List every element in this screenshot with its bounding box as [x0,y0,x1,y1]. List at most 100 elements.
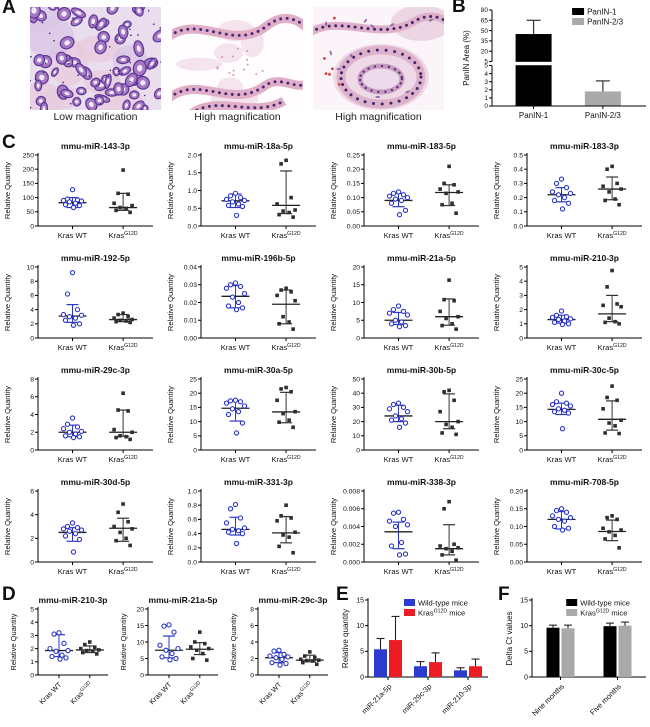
legend-swatch [566,609,578,616]
bar-svg-f: Delta Ct values 0 5 10 15 Nine months Five mon… [505,597,646,718]
svg-text:PanIN-1: PanIN-1 [519,111,549,120]
svg-text:0: 0 [30,559,34,566]
svg-text:KrasG12D: KrasG12D [272,343,301,352]
svg-text:6: 6 [30,293,34,300]
svg-text:KrasG12D: KrasG12D [598,567,627,576]
svg-text:50: 50 [481,28,489,35]
svg-text:0.2: 0.2 [514,195,524,202]
chart-mmu-miR-192-5p: mmu-miR-192-5p Relative Quantity 0 2 4 6 8 10 Kr… [2,252,159,364]
wt-points [549,390,574,432]
wt-points [157,622,181,663]
chart-mmu-miR-30c-5p: mmu-miR-30c-5p Relative Quantity 0 5 10 15 20 2… [491,364,648,476]
svg-text:Kras WT: Kras WT [547,455,577,464]
svg-text:mmu-miR-29c-3p: mmu-miR-29c-3p [259,595,328,605]
svg-text:2.0: 2.0 [188,152,198,159]
chart-delta-ct-bars: Delta Ct values 0 5 10 15 Nine months Five mon… [504,594,650,725]
svg-text:0.2: 0.2 [188,545,198,552]
svg-text:1.0: 1.0 [188,488,198,495]
svg-text:KrasG12D: KrasG12D [435,343,464,352]
svg-text:0.10: 0.10 [347,195,360,202]
mutant-points [438,164,460,216]
svg-text:3: 3 [519,293,523,300]
svg-text:150: 150 [23,181,35,188]
svg-text:10: 10 [136,639,144,646]
y-axis-label: Relative Quantity [166,162,175,219]
caption-low-magnification: Low magnification [53,111,138,123]
chart-mmu-miR-183-5p: mmu-miR-183-5p Relative Quantity 0.00 0.05 0… [328,140,485,252]
svg-text:KrasG12D: KrasG12D [598,343,627,352]
y-axis-label: Relative Quantity [3,162,12,219]
wt-points [386,189,411,218]
svg-text:10: 10 [520,623,528,630]
wt-points [223,190,248,218]
mutant-points [601,384,623,436]
y-axis-label: Relative Quantity [3,274,12,331]
svg-text:8: 8 [250,606,254,613]
mutant-points [438,388,460,437]
y-axis-label: Relative Quantity [166,498,175,555]
scatter-svg-c11: mmu-miR-30b-5p Relative Quantity 0 10 20 30 40… [329,365,479,464]
svg-text:0.0: 0.0 [188,559,198,566]
svg-text:0: 0 [484,103,488,110]
svg-text:0.0: 0.0 [514,223,524,230]
svg-text:mmu-miR-30d-5p: mmu-miR-30d-5p [61,477,130,487]
svg-text:0.04: 0.04 [184,264,197,271]
wt-points [386,400,411,430]
svg-text:0.002: 0.002 [343,542,360,549]
chart-validation-miR-29c-3p: mmu-miR-29c-3p Relative Quantity 0 2 4 6 8 Kras… [228,594,334,725]
svg-text:Kras WT: Kras WT [547,231,577,240]
svg-text:0: 0 [30,223,34,230]
svg-text:80: 80 [481,7,489,14]
svg-text:Kras WT: Kras WT [221,455,251,464]
svg-text:mmu-miR-331-3p: mmu-miR-331-3p [224,477,293,487]
svg-text:Relative quantity: Relative quantity [341,609,350,668]
svg-text:5: 5 [356,318,360,325]
svg-text:2: 2 [30,646,34,653]
svg-text:40: 40 [352,391,360,398]
svg-text:mmu-miR-30b-5p: mmu-miR-30b-5p [387,365,456,375]
scatter-svg-c6: mmu-miR-196b-5p Relative Quantity 0.00 0.01… [166,253,316,352]
mutant-points [189,630,211,662]
svg-text:Kras WT: Kras WT [221,567,251,576]
svg-text:Kras WT: Kras WT [547,567,577,576]
svg-text:Kras WT: Kras WT [384,231,414,240]
svg-text:mmu-miR-21a-5p: mmu-miR-21a-5p [387,253,456,263]
mutant-points [275,503,297,555]
svg-text:5: 5 [484,59,488,66]
svg-text:0: 0 [519,447,523,454]
svg-text:miR-210-3p: miR-210-3p [440,682,474,716]
svg-text:0: 0 [30,672,34,679]
svg-text:0: 0 [524,674,528,681]
mutant-points [275,286,297,331]
svg-text:0.03: 0.03 [184,282,197,289]
scatter-svg-c4: mmu-miR-183-3p Relative Quantity 0.0 0.1 0.2… [492,141,642,240]
legend-swatch [566,599,578,606]
svg-text:15: 15 [515,405,523,412]
histology-image-high-magnification-2 [313,7,444,110]
svg-text:5: 5 [140,656,144,663]
svg-text:4: 4 [30,412,34,419]
chart-mmu-miR-30b-5p: mmu-miR-30b-5p Relative Quantity 0 10 20 30 40… [328,364,485,476]
svg-text:0.5: 0.5 [514,152,524,159]
wt-points [549,506,574,533]
svg-text:KrasG12D: KrasG12D [435,567,464,576]
svg-text:PanIN-2/3: PanIN-2/3 [585,111,622,120]
scatter-svg-c5: mmu-miR-192-5p Relative Quantity 0 2 4 6 8 10 Kr… [3,253,153,352]
y-axis-label: Relative Quantity [492,274,501,331]
svg-text:0.01: 0.01 [184,318,197,325]
svg-text:Kras WT: Kras WT [221,343,251,352]
scatter-svg-c10: mmu-miR-30a-5p Relative Quantity 0 5 10 15 20 2… [166,365,316,464]
svg-text:4: 4 [30,307,34,314]
svg-text:5: 5 [484,63,488,70]
svg-text:KrasG12D: KrasG12D [109,455,138,464]
wt-points [549,308,574,328]
svg-text:2: 2 [250,656,254,663]
mutant-points [601,164,623,207]
chart-mmu-miR-18a-5p: mmu-miR-18a-5p Relative Quantity 0.0 0.5 1.0… [165,140,322,252]
caption-high-magnification-2: High magnification [335,111,422,123]
svg-text:5: 5 [30,606,34,613]
svg-text:0.15: 0.15 [510,506,523,513]
svg-text:0.25: 0.25 [347,152,360,159]
chart-validation-miR-210-3p: mmu-miR-210-3p Relative Quantity 0 1 2 3 4 5 Kra… [8,594,114,725]
svg-text:0.00: 0.00 [510,559,523,566]
